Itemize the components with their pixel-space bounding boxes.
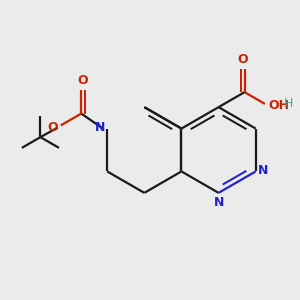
Text: N: N bbox=[213, 196, 224, 209]
Text: O: O bbox=[78, 74, 88, 87]
Text: N: N bbox=[95, 121, 105, 134]
Text: H: H bbox=[284, 97, 293, 110]
Text: O: O bbox=[238, 53, 248, 66]
Text: O: O bbox=[48, 121, 58, 134]
Text: N: N bbox=[258, 164, 268, 177]
Text: OH: OH bbox=[268, 99, 290, 112]
